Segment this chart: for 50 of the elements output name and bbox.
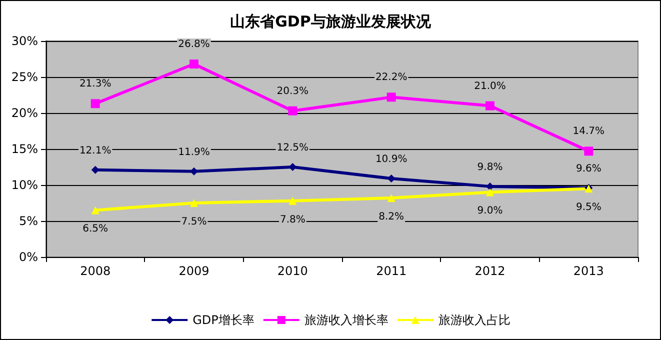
point	[486, 182, 494, 190]
y-tick-label: 30%	[11, 34, 38, 48]
data-label: 9.5%	[576, 202, 602, 214]
data-label: 9.8%	[477, 162, 503, 173]
y-tick-label: 0%	[18, 250, 38, 264]
legend-label: 旅游收入占比	[438, 313, 510, 327]
point	[91, 206, 100, 214]
point	[190, 199, 198, 207]
point	[387, 194, 396, 202]
x-tick-label: 2011	[376, 264, 407, 278]
data-label: 7.5%	[181, 216, 207, 228]
x-tick-label: 2012	[474, 264, 506, 278]
data-label: 20.3%	[276, 86, 309, 97]
point	[288, 106, 298, 116]
data-label: 12.5%	[276, 142, 309, 154]
y-tick-label: 20%	[11, 106, 38, 120]
data-label: 21.3%	[79, 78, 112, 90]
legend-label: GDP增长率	[192, 313, 254, 327]
x-tick-label: 2010	[277, 264, 308, 278]
x-tick-label: 2013	[573, 264, 604, 278]
point	[486, 188, 494, 196]
y-tick-label: 10%	[11, 178, 38, 192]
point	[190, 60, 198, 69]
chart-title: 山东省GDP与旅游业发展状况	[230, 12, 432, 30]
x-tick-label: 2008	[80, 264, 111, 278]
data-label: 21.0%	[474, 80, 506, 92]
data-label: 6.5%	[82, 224, 108, 235]
x-tick-label: 2009	[178, 264, 210, 278]
point	[486, 101, 494, 110]
y-tick-label: 25%	[11, 70, 38, 84]
data-label: 7.8%	[280, 214, 306, 226]
point	[288, 163, 297, 171]
data-label: 10.9%	[375, 154, 408, 166]
point	[584, 146, 594, 156]
point	[386, 92, 396, 102]
y-tick-label: 5%	[18, 214, 38, 228]
point	[90, 99, 100, 108]
y-tick-label: 15%	[11, 142, 38, 156]
point	[387, 174, 396, 183]
data-label: 14.7%	[572, 126, 605, 138]
legend-label: 旅游收入增长率	[304, 313, 388, 327]
data-label: 9.6%	[576, 163, 602, 174]
data-label: 12.1%	[79, 145, 112, 156]
point	[190, 167, 198, 176]
data-label: 26.8%	[178, 39, 210, 50]
point	[288, 196, 297, 205]
data-label: 22.2%	[375, 72, 408, 84]
data-label: 9.0%	[477, 206, 503, 217]
data-label: 11.9%	[178, 146, 210, 158]
data-label: 8.2%	[378, 211, 404, 222]
